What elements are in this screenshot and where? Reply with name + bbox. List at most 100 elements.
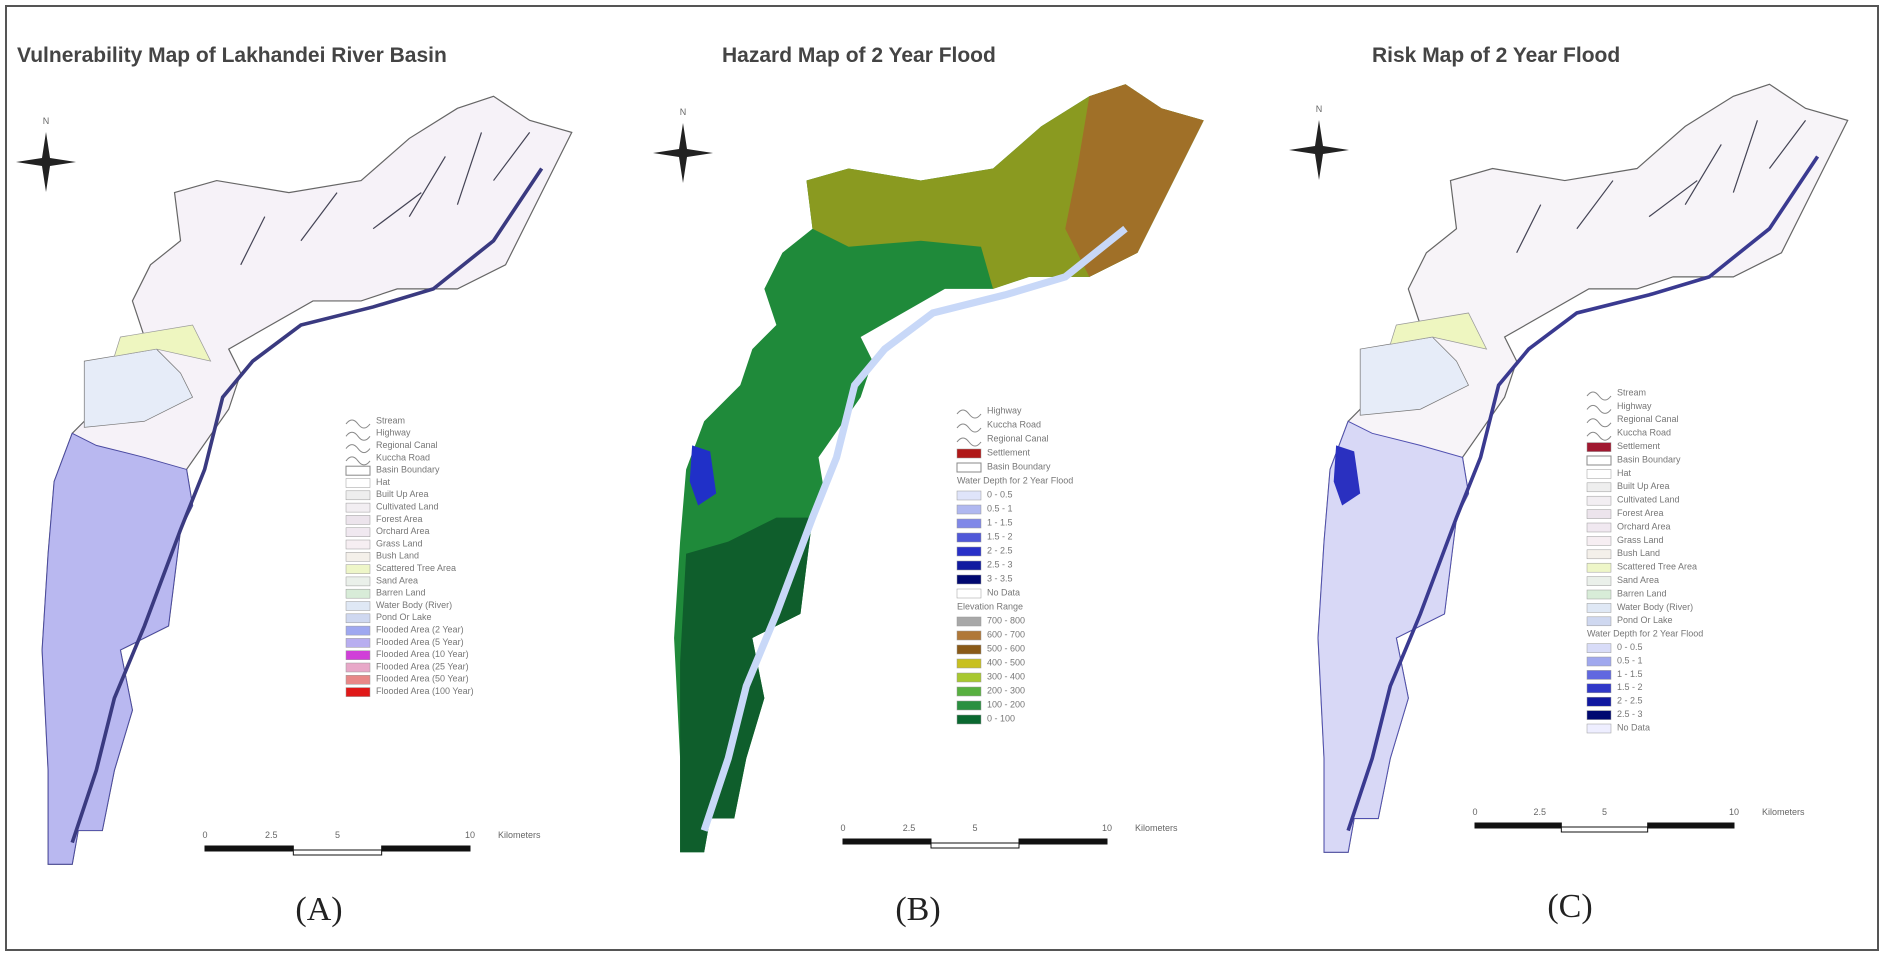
legend-symbol (1586, 670, 1612, 680)
north-label: N (43, 116, 50, 126)
scale-label: 10 (1102, 823, 1112, 833)
legend-label: Regional Canal (376, 440, 438, 450)
legend-symbol (1586, 549, 1612, 560)
legend-symbol (956, 532, 982, 543)
legend-label: Pond Or Lake (376, 612, 432, 622)
legend-label: 1 - 1.5 (987, 517, 1013, 527)
streams (240, 132, 531, 266)
legend-label: Grass Land (1617, 535, 1664, 545)
legend-symbol (345, 539, 371, 550)
legend-symbol (956, 437, 982, 447)
map-c (1317, 83, 1849, 853)
legend-label: Kuccha Road (1617, 428, 1671, 438)
legend-symbol (1586, 576, 1612, 586)
legend-symbol (1586, 495, 1612, 506)
scale-label: 5 (335, 830, 340, 840)
scale-label: 2.5 (903, 823, 916, 833)
legend-label: 2 - 2.5 (1617, 696, 1643, 706)
legend-symbol (1586, 418, 1612, 428)
risk-area (1317, 420, 1470, 853)
legend-label: Bush Land (1617, 548, 1660, 558)
legend-label: Flooded Area (5 Year) (376, 637, 464, 647)
legend-symbol (345, 552, 371, 562)
legend-symbol (956, 630, 982, 641)
scale-label: 5 (972, 823, 977, 833)
legend-symbol (1586, 455, 1612, 466)
legend-symbol (956, 546, 982, 557)
scale-label: 0 (1472, 807, 1477, 817)
legend-symbol (345, 662, 371, 673)
legend-label: Orchard Area (376, 526, 430, 536)
legend-label: 0 - 0.5 (987, 489, 1013, 499)
legend-symbol (345, 625, 371, 636)
legend-label: 0 - 0.5 (1617, 642, 1643, 652)
legend-symbol (956, 448, 982, 459)
legend-symbol (345, 515, 371, 525)
scale-label: Kilometers (498, 830, 541, 840)
legend-symbol (956, 409, 982, 419)
legend-label: Hat (376, 477, 391, 487)
legend-symbol (1586, 469, 1612, 479)
legend-label: Built Up Area (376, 489, 429, 499)
scale-label: 10 (1729, 807, 1739, 817)
map-title: Hazard Map of 2 Year Flood (722, 44, 996, 67)
legend-symbol (345, 431, 371, 441)
river (1346, 155, 1820, 832)
legend-symbol (1586, 509, 1612, 519)
legend-symbol (1586, 616, 1612, 627)
legend-label: Stream (376, 415, 405, 425)
legend-label: Scattered Tree Area (376, 563, 456, 573)
map-b (674, 84, 1204, 853)
legend-symbol (345, 601, 371, 611)
legend-symbol (1586, 482, 1612, 493)
legend-symbol (1586, 431, 1612, 441)
legend-label: Cultivated Land (1617, 495, 1680, 505)
legend-symbol (956, 686, 982, 697)
legend-label: Bush Land (376, 551, 419, 561)
legend-symbol (956, 518, 982, 529)
legend-symbol (956, 644, 982, 655)
maps (41, 83, 1849, 865)
compass (16, 132, 76, 192)
legend-symbol (345, 502, 371, 513)
legend-symbol (1586, 643, 1612, 653)
legend-symbol (1586, 522, 1612, 533)
region (113, 324, 212, 362)
legend-label: Flooded Area (2 Year) (376, 624, 464, 634)
legend-label: Water Depth for 2 Year Flood (1587, 629, 1703, 639)
legend-label: 200 - 300 (987, 685, 1025, 695)
panel-label: (C) (1547, 888, 1592, 925)
legend-symbol (345, 638, 371, 648)
legend-symbol (1586, 603, 1612, 613)
legend-symbol (956, 588, 982, 599)
legend-label: 600 - 700 (987, 629, 1025, 639)
legend-label: 400 - 500 (987, 657, 1025, 667)
legend-symbol (956, 462, 982, 473)
panel-label: (A) (295, 891, 342, 928)
legend-symbol (956, 490, 982, 501)
legend-symbol (1586, 710, 1612, 720)
scale-label: Kilometers (1135, 823, 1178, 833)
legend-label: Barren Land (376, 588, 426, 598)
legend-symbol (956, 672, 982, 683)
legend-label: Basin Boundary (376, 465, 440, 475)
scale-label: 10 (465, 830, 475, 840)
legend-symbol (956, 504, 982, 515)
north-label: N (1316, 104, 1323, 114)
legend-label: 100 - 200 (987, 699, 1025, 709)
legend-symbol (1586, 696, 1612, 707)
legend-label: 2 - 2.5 (987, 545, 1013, 555)
scale-label: 2.5 (265, 830, 278, 840)
flood-depth (689, 445, 717, 506)
legend-symbol (956, 560, 982, 571)
legend-symbol (956, 714, 982, 725)
legend-label: 0 - 100 (987, 713, 1015, 723)
legend-symbol (1586, 442, 1612, 452)
legend-label: Highway (1617, 401, 1652, 411)
legend-label: Water Depth for 2 Year Flood (957, 475, 1073, 485)
legend-symbol (1586, 391, 1612, 401)
legend-label: Sand Area (376, 575, 418, 585)
legend-label: 2.5 - 3 (987, 559, 1013, 569)
legend-label: 500 - 600 (987, 643, 1025, 653)
